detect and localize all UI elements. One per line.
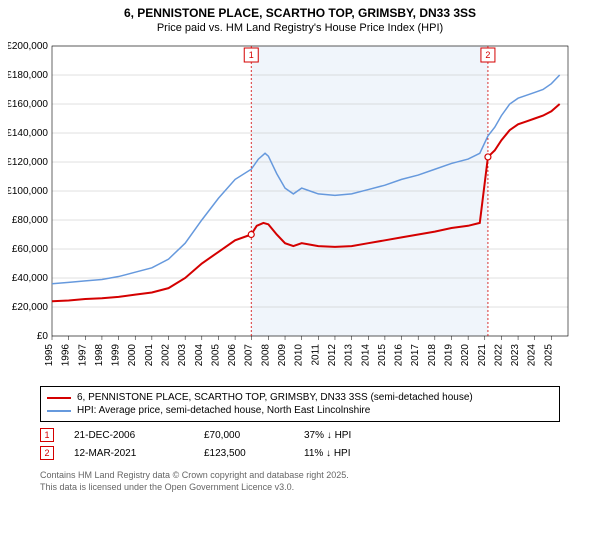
line-chart: £0 £20,000 £40,000 £60,000 £80,000 £100,000 £1… — [8, 40, 578, 380]
svg-text:2007: 2007 — [244, 344, 255, 367]
sale-row: 2 12-MAR-2021 £123,500 11% ↓ HPI — [40, 444, 560, 462]
svg-text:2023: 2023 — [510, 344, 521, 367]
svg-text:2025: 2025 — [543, 344, 554, 367]
sale-marker: 2 — [40, 446, 54, 460]
svg-text:2: 2 — [485, 50, 490, 60]
sale-date: 12-MAR-2021 — [74, 448, 184, 459]
svg-text:2011: 2011 — [310, 344, 321, 366]
svg-text:2001: 2001 — [144, 344, 155, 367]
svg-text:£120,000: £120,000 — [8, 157, 48, 168]
svg-text:2024: 2024 — [527, 344, 538, 367]
svg-text:2012: 2012 — [327, 344, 338, 367]
sale-delta: 37% ↓ HPI — [304, 430, 351, 441]
svg-text:2008: 2008 — [260, 344, 271, 367]
svg-text:1995: 1995 — [44, 344, 55, 367]
svg-text:2004: 2004 — [194, 344, 205, 367]
svg-text:2022: 2022 — [493, 344, 504, 367]
sale-row: 1 21-DEC-2006 £70,000 37% ↓ HPI — [40, 426, 560, 444]
svg-text:2014: 2014 — [360, 344, 371, 367]
legend: 6, PENNISTONE PLACE, SCARTHO TOP, GRIMSB… — [40, 386, 560, 422]
legend-swatch — [47, 410, 71, 412]
svg-text:£0: £0 — [37, 331, 49, 342]
svg-text:2003: 2003 — [177, 344, 188, 367]
svg-text:2019: 2019 — [443, 344, 454, 367]
svg-text:2000: 2000 — [127, 344, 138, 367]
sale-marker: 1 — [40, 428, 54, 442]
svg-text:£40,000: £40,000 — [12, 273, 49, 284]
legend-swatch — [47, 397, 71, 399]
svg-text:2002: 2002 — [161, 344, 172, 367]
legend-item: HPI: Average price, semi-detached house,… — [47, 404, 553, 417]
svg-text:£100,000: £100,000 — [8, 186, 48, 197]
svg-text:1: 1 — [249, 50, 254, 60]
chart-subtitle: Price paid vs. HM Land Registry's House … — [0, 22, 600, 40]
chart-area: £0 £20,000 £40,000 £60,000 £80,000 £100,000 £1… — [8, 40, 588, 380]
svg-text:2009: 2009 — [277, 344, 288, 367]
svg-text:£20,000: £20,000 — [12, 302, 49, 313]
svg-text:1998: 1998 — [94, 344, 105, 367]
svg-text:2016: 2016 — [394, 344, 405, 367]
footer-line: Contains HM Land Registry data © Crown c… — [40, 470, 588, 482]
svg-text:2018: 2018 — [427, 344, 438, 367]
svg-text:1999: 1999 — [111, 344, 122, 367]
svg-text:1997: 1997 — [77, 344, 88, 367]
svg-text:£160,000: £160,000 — [8, 99, 48, 110]
legend-label: 6, PENNISTONE PLACE, SCARTHO TOP, GRIMSB… — [77, 392, 473, 403]
chart-title: 6, PENNISTONE PLACE, SCARTHO TOP, GRIMSB… — [0, 0, 600, 22]
legend-label: HPI: Average price, semi-detached house,… — [77, 405, 370, 416]
svg-text:2020: 2020 — [460, 344, 471, 367]
legend-item: 6, PENNISTONE PLACE, SCARTHO TOP, GRIMSB… — [47, 391, 553, 404]
svg-text:2010: 2010 — [294, 344, 305, 367]
sale-delta: 11% ↓ HPI — [304, 448, 351, 459]
svg-text:2021: 2021 — [477, 344, 488, 367]
svg-text:2005: 2005 — [210, 344, 221, 367]
svg-text:1996: 1996 — [61, 344, 72, 367]
svg-text:£140,000: £140,000 — [8, 128, 48, 139]
sale-date: 21-DEC-2006 — [74, 430, 184, 441]
sale-price: £123,500 — [204, 448, 284, 459]
svg-text:£80,000: £80,000 — [12, 215, 49, 226]
svg-text:2013: 2013 — [344, 344, 355, 367]
footer: Contains HM Land Registry data © Crown c… — [0, 464, 600, 493]
sale-price: £70,000 — [204, 430, 284, 441]
sales-table: 1 21-DEC-2006 £70,000 37% ↓ HPI 2 12-MAR-2021… — [40, 426, 560, 462]
svg-text:2017: 2017 — [410, 344, 421, 367]
svg-text:2006: 2006 — [227, 344, 238, 367]
svg-text:£180,000: £180,000 — [8, 70, 48, 81]
svg-text:2015: 2015 — [377, 344, 388, 367]
svg-text:£60,000: £60,000 — [12, 244, 49, 255]
footer-line: This data is licensed under the Open Gov… — [40, 482, 588, 494]
svg-text:£200,000: £200,000 — [8, 41, 48, 52]
